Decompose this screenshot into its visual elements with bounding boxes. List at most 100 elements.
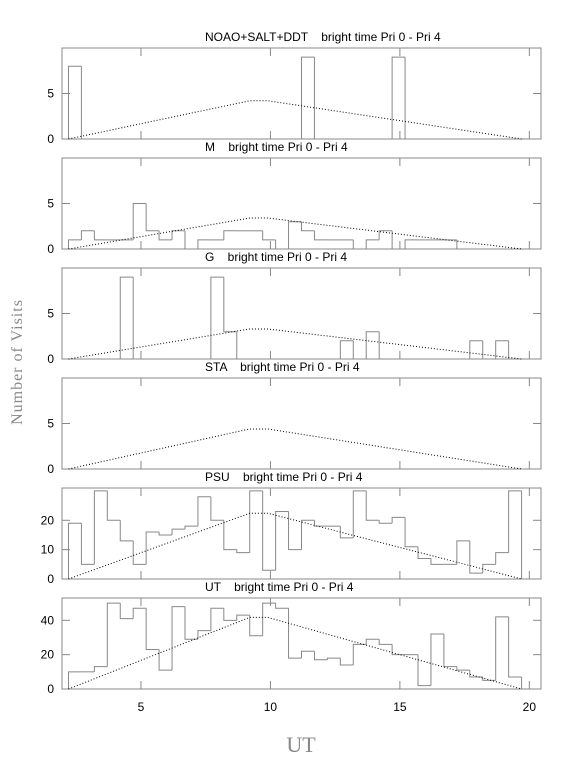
histogram-bin (236, 549, 250, 554)
panel-frame (61, 597, 542, 690)
panel-title: NOAO+SALT+DDT bright time Pri 0 - Pri 4 (205, 30, 441, 44)
histogram-bin (339, 658, 354, 666)
histogram-bin (378, 230, 393, 240)
histogram-bin (339, 526, 354, 539)
histogram-bin (93, 666, 108, 672)
histogram-bin (184, 230, 198, 250)
reference-line (68, 616, 522, 690)
histogram-bin (106, 490, 121, 521)
histogram-bin (508, 616, 522, 678)
histogram-bin (288, 221, 302, 249)
histogram-bin (456, 540, 470, 565)
histogram-bin (288, 608, 302, 659)
histogram-bin (80, 230, 95, 240)
histogram-bin (313, 230, 328, 241)
histogram-bin (482, 563, 496, 574)
y-tick-label: 20 (41, 648, 55, 662)
y-tick-label: 10 (41, 543, 55, 557)
histogram-bin (67, 522, 82, 579)
histogram-bin (262, 602, 276, 636)
histogram-bin (365, 239, 380, 249)
histogram-bin (326, 657, 341, 660)
histogram-bin (132, 203, 147, 240)
histogram-bin (495, 340, 509, 359)
histogram-bin (171, 606, 185, 671)
y-tick-label: 20 (41, 513, 55, 527)
histogram-bin (132, 540, 147, 565)
y-tick-label: 5 (47, 307, 54, 321)
histogram-bin (417, 546, 431, 559)
histogram-bin (352, 490, 367, 538)
histogram-bin (391, 644, 406, 656)
histogram-bin (67, 239, 82, 249)
histogram-bin (197, 239, 211, 249)
histogram-bin (378, 520, 393, 524)
histogram-bin (508, 340, 522, 360)
y-tick-label: 0 (47, 352, 54, 366)
histogram-bin (495, 552, 509, 565)
histogram-bin (197, 496, 211, 527)
reference-line (68, 328, 522, 360)
histogram-bin (119, 520, 134, 542)
x-tick-label: 20 (523, 700, 537, 714)
histogram-bin (365, 331, 380, 359)
histogram-bin (67, 671, 82, 689)
y-tick-label: 0 (47, 242, 54, 256)
panel-title: UT bright time Pri 0 - Pri 4 (205, 580, 354, 594)
histogram-bin (275, 510, 289, 571)
x-tick-label: 15 (393, 700, 407, 714)
histogram-bin (456, 666, 470, 671)
histogram-bin (249, 615, 263, 637)
histogram-bin (313, 651, 328, 661)
histogram-bin (365, 490, 380, 521)
histogram-bin (430, 633, 444, 686)
histogram-bin (391, 516, 406, 524)
histogram-bin (456, 239, 470, 250)
histogram-bin (210, 276, 224, 359)
histogram-bin (67, 65, 82, 139)
histogram-bin (391, 230, 406, 250)
panel-frame (61, 487, 542, 580)
histogram-bin (521, 676, 535, 690)
y-tick-label: 0 (47, 572, 54, 586)
panel-title: M bright time Pri 0 - Pri 4 (205, 140, 348, 154)
reference-line (68, 512, 522, 580)
histogram-bin (469, 340, 483, 359)
histogram-bin (262, 230, 276, 241)
histogram-bin (313, 520, 328, 527)
histogram-bin (184, 525, 198, 530)
reference-line (68, 217, 522, 250)
histogram-bin (145, 608, 160, 651)
histogram-bin (210, 607, 224, 631)
histogram-bin (171, 230, 185, 240)
histogram-bin (365, 638, 380, 645)
histogram-bin (404, 517, 419, 548)
y-tick-label: 5 (47, 417, 54, 431)
histogram-bin (275, 239, 289, 250)
histogram-bin (93, 230, 108, 241)
histogram-bin (443, 634, 457, 668)
histogram-bin (275, 603, 289, 609)
histogram-bin (236, 614, 250, 621)
histogram-bin (288, 511, 302, 551)
y-tick-label: 0 (47, 132, 54, 146)
histogram-bin (158, 649, 173, 671)
histogram-bin (391, 56, 406, 139)
y-tick-label: 0 (47, 462, 54, 476)
histogram-bin (223, 230, 237, 240)
histogram-bin (469, 540, 483, 574)
histogram-bin (184, 606, 198, 640)
histogram-bin (236, 331, 250, 360)
histogram-bin (482, 340, 496, 360)
histogram-bin (508, 490, 522, 553)
histogram-bin (93, 490, 108, 565)
histogram-bin (132, 607, 147, 619)
histogram-bin (80, 66, 95, 140)
histogram-bin (378, 639, 393, 645)
histogram-bin (80, 523, 95, 565)
histogram-bin (469, 670, 483, 678)
histogram-bin (223, 277, 237, 333)
x-axis-label: UT (286, 732, 316, 757)
histogram-bin (339, 340, 354, 359)
